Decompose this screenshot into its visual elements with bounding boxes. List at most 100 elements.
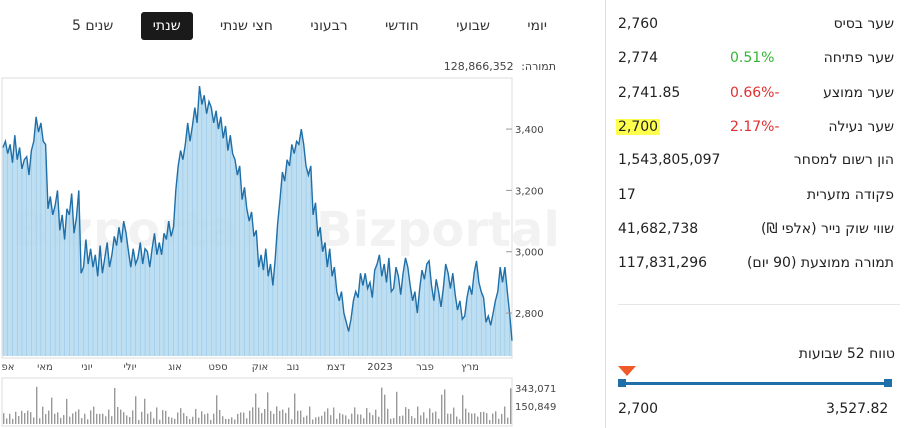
- volume-bar: [174, 418, 176, 424]
- volume-bar: [183, 413, 185, 424]
- volume-bar: [120, 409, 122, 424]
- volume-bar: [240, 412, 242, 424]
- tab-4[interactable]: חצי שנתי: [220, 18, 273, 34]
- volume-bar: [324, 411, 326, 424]
- stat-change: 0.66%-: [730, 85, 780, 101]
- y-tick-label: 3,400: [515, 125, 544, 136]
- x-tick-label: נוב: [287, 362, 300, 373]
- volume-bar: [465, 408, 467, 424]
- volume-bar: [126, 415, 128, 424]
- volume-bar: [399, 416, 401, 424]
- volume-bar: [300, 410, 302, 424]
- volume-bar: [270, 411, 272, 424]
- volume-bar: [207, 413, 209, 424]
- x-tick-label: אפ: [2, 362, 15, 373]
- volume-bar: [387, 408, 389, 424]
- volume-bar: [477, 416, 479, 424]
- volume-bar: [249, 410, 251, 424]
- stat-value: 117,831,296: [618, 255, 708, 271]
- volume-bar: [87, 419, 89, 424]
- volume-bar: [90, 410, 92, 424]
- volume-bar: [303, 417, 305, 424]
- volume-bar: [507, 417, 509, 424]
- volume-bar: [369, 412, 371, 424]
- volume-bar: [216, 395, 218, 424]
- volume-bar: [372, 415, 374, 424]
- volume-bar: [66, 398, 68, 424]
- volume-bar: [15, 411, 17, 424]
- volume-bar: [135, 396, 137, 424]
- volume-bar: [450, 413, 452, 424]
- stat-row: פקודה מזערית 17: [618, 183, 894, 209]
- volume-value: 128,866,352: [443, 60, 514, 73]
- volume-bar: [360, 414, 362, 424]
- volume-bar: [210, 419, 212, 424]
- volume-bar: [327, 408, 329, 424]
- x-tick-label: דצמ: [327, 362, 346, 373]
- stat-label: שווי שוק נייר (אלפי ₪): [760, 221, 894, 237]
- volume-bar: [441, 394, 443, 424]
- volume-bar: [396, 391, 398, 424]
- volume-bar: [180, 408, 182, 424]
- price-chart[interactable]: Bizportal Bizportal 3,4003,2003,0002,800 …: [0, 76, 560, 428]
- volume-bar: [21, 410, 23, 424]
- volume-bar: [285, 412, 287, 424]
- volume-bar: [459, 419, 461, 424]
- volume-bar: [492, 413, 494, 424]
- x-tick-label: יולי: [124, 362, 137, 373]
- volume-bar: [39, 418, 41, 424]
- range-end-cap: [884, 379, 892, 387]
- price-line: [2, 86, 513, 341]
- volume-bar: [171, 417, 173, 424]
- volume-bar: [306, 415, 308, 424]
- volume-bar: [435, 411, 437, 424]
- stat-row: שווי שוק נייר (אלפי ₪) 41,682,738: [618, 217, 894, 243]
- x-tick-label: מרץ: [461, 362, 479, 373]
- volume-bar: [189, 419, 191, 424]
- volume-bar: [510, 388, 512, 424]
- tab-6[interactable]: 5 שנים: [72, 18, 114, 34]
- tab-2[interactable]: חודשי: [385, 18, 419, 34]
- volume-bar: [219, 409, 221, 424]
- stat-value: 2,700: [616, 119, 661, 135]
- tab-3[interactable]: רבעוני: [310, 18, 348, 34]
- volume-bar: [480, 412, 482, 424]
- volume-readout: תמורה: 128,866,352: [442, 60, 558, 73]
- volume-bar: [138, 419, 140, 424]
- volume-bar: [414, 418, 416, 424]
- stat-change: 0.51%: [730, 50, 775, 66]
- volume-bar: [111, 416, 113, 424]
- stock-info-panel: שער בסיס 2,760 שער פתיחה 2,774 0.51% שער ממוצ…: [605, 0, 906, 428]
- volume-bar: [471, 413, 473, 424]
- volume-bar: [198, 417, 200, 424]
- volume-bar: [3, 413, 5, 424]
- volume-bar: [123, 412, 125, 424]
- volume-bar: [102, 413, 104, 424]
- tab-5[interactable]: שנתי: [140, 12, 193, 40]
- volume-bar: [54, 413, 56, 424]
- volume-bar: [354, 407, 356, 424]
- period-tabs: יומי שבועי חודשי רבעוני חצי שנתי שנתי 5 שנים: [62, 12, 557, 40]
- volume-bar: [9, 413, 11, 424]
- volume-bar: [18, 416, 20, 424]
- volume-bar: [237, 413, 239, 424]
- volume-bar: [30, 412, 32, 424]
- volume-bar: [255, 393, 257, 424]
- volume-bar: [117, 407, 119, 424]
- stat-label: שער נעילה: [828, 119, 894, 135]
- volume-bar: [108, 409, 110, 424]
- volume-bar: [51, 397, 53, 424]
- volume-bar: [243, 412, 245, 424]
- volume-bar: [318, 416, 320, 424]
- stat-value: 2,774: [618, 50, 659, 66]
- volume-bar: [339, 413, 341, 424]
- tab-1[interactable]: שבועי: [456, 18, 490, 34]
- volume-bar: [498, 418, 500, 424]
- volume-bar: [78, 409, 80, 424]
- volume-bar: [258, 407, 260, 424]
- volume-axis-label: 150,849: [515, 402, 556, 413]
- volume-bar: [75, 411, 77, 424]
- volume-bar: [402, 415, 404, 424]
- stat-value: 2,741.85: [618, 85, 681, 101]
- tab-0[interactable]: יומי: [527, 18, 547, 34]
